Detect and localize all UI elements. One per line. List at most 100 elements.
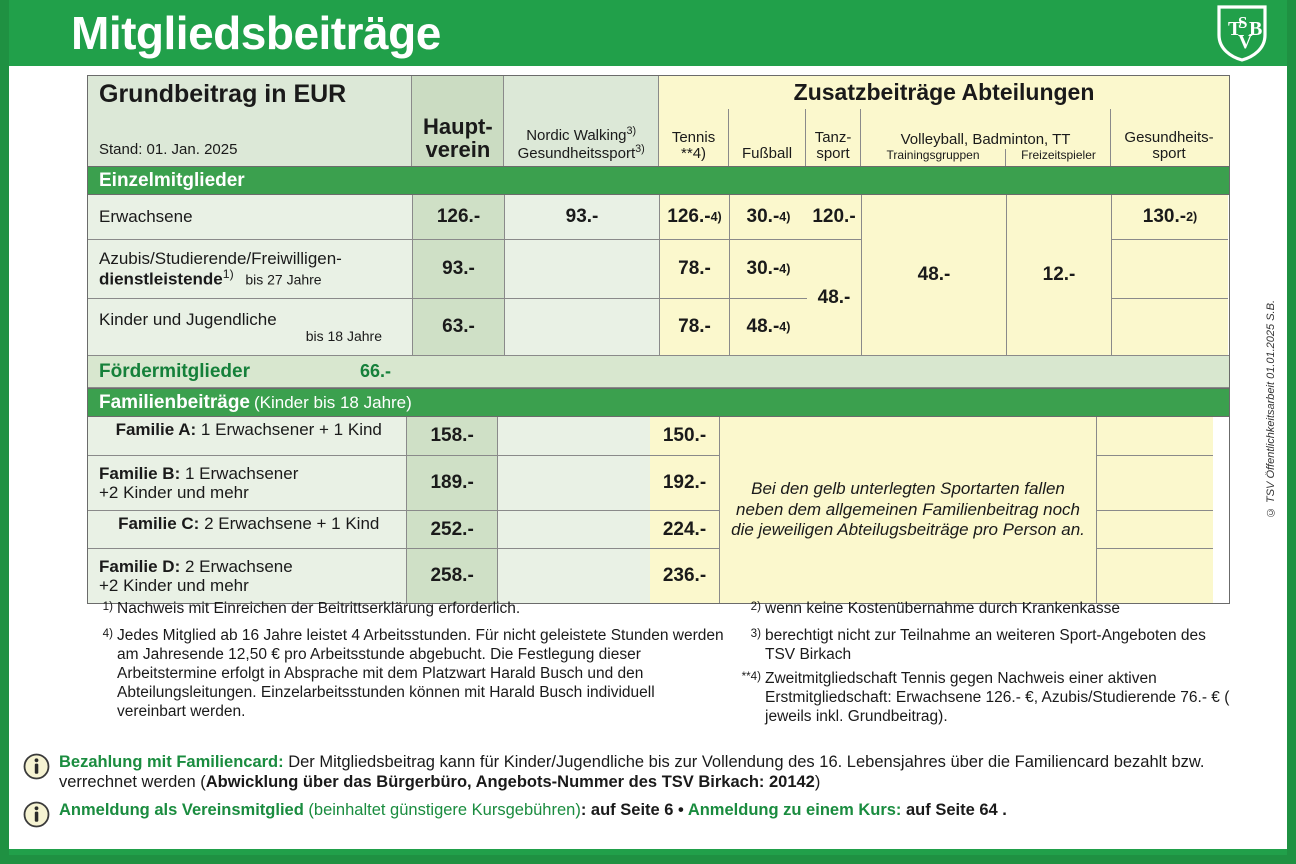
cell-familie-d-hauptverein: 258.- xyxy=(407,549,498,603)
cell-familie-c-tennis: 224.- xyxy=(650,510,719,548)
cell-familie-b-hauptverein: 189.- xyxy=(407,456,498,510)
cell-erwachsene-tennis: 126.- 4) xyxy=(660,195,730,239)
cell-kinder-nordic xyxy=(505,299,660,355)
footnote-1-text: Nachweis mit Einreichen der Beitrittserk… xyxy=(117,600,521,617)
column-header-tennis-line2: **4) xyxy=(681,144,707,162)
footnote-1-mark: 1) xyxy=(102,600,113,613)
column-freizeitspieler-cells: 12.- xyxy=(1007,195,1112,355)
column-header-hauptverein-line2: verein xyxy=(425,137,491,163)
cell-familie-c-nordic xyxy=(497,511,650,548)
column-header-nordic-walking: Nordic Walking3) Gesundheitssport3) xyxy=(504,76,660,166)
row-label-familie-d: Familie D: 2 Erwachsene +2 Kinder und me… xyxy=(88,549,408,603)
column-header-tennis: Tennis **4) xyxy=(659,109,730,166)
foerder-label: Fördermitglieder xyxy=(99,360,250,382)
column-header-fussball: Fußball xyxy=(729,109,807,166)
cell-kinder-tennis: 78.- xyxy=(660,299,730,355)
cell-familie-d-gesundheitssport xyxy=(1097,548,1213,603)
column-header-freizeitspieler: Freizeitspieler xyxy=(1021,148,1096,163)
column-header-nordic-line2: Gesundheitssport3) xyxy=(517,142,645,162)
column-familie-gesundheitssport-cells xyxy=(1097,417,1213,603)
familie-band-label: Familienbeiträge xyxy=(99,391,250,413)
cell-familie-a-gesundheitssport xyxy=(1097,417,1213,455)
cell-familie-a-nordic xyxy=(497,417,650,455)
column-header-hauptverein: Haupt- verein xyxy=(412,76,505,166)
info-text-anmeldung: Anmeldung als Vereinsmitglied (beinhalte… xyxy=(59,801,1007,820)
info-row-anmeldung: Anmeldung als Vereinsmitglied (beinhalte… xyxy=(23,796,1278,828)
cell-azubis-gesundheitssport xyxy=(1112,239,1228,298)
column-header-volleyball-title: Volleyball, Badminton, TT xyxy=(900,130,1071,148)
page-title: Mitgliedsbeiträge xyxy=(71,7,441,59)
info-block: Bezahlung mit Familiencard: Der Mitglied… xyxy=(23,752,1278,832)
column-header-tanz-line2: sport xyxy=(816,144,850,162)
column-familie-tennis-cells: 150.- 192.- 224.- 236.- xyxy=(650,417,720,603)
section-band-foerdermitglieder: Fördermitglieder 66.- xyxy=(88,355,1229,388)
zusatz-group-title: Zusatzbeiträge Abteilungen xyxy=(793,79,1095,105)
column-header-tanzsport: Tanz- sport xyxy=(806,109,862,166)
cell-erwachsene-nordic: 93.- xyxy=(505,195,660,239)
cell-familie-c-gesundheitssport xyxy=(1097,510,1213,548)
cell-familie-b-nordic xyxy=(497,456,650,510)
cell-familie-d-tennis: 236.- xyxy=(650,548,719,603)
footnotes-block: 1) Nachweis mit Einreichen der Beitritts… xyxy=(87,600,1232,732)
table-row: Familie B: 1 Erwachsener +2 Kinder und m… xyxy=(88,455,650,510)
info-row-familiencard: Bezahlung mit Familiencard: Der Mitglied… xyxy=(23,752,1278,792)
column-trainingsgruppen-cells: 48.- xyxy=(862,195,1007,355)
footnote-star4: **4) Zweitmitgliedschaft Tennis gegen Na… xyxy=(709,670,1232,727)
table-title-block: Grundbeitrag in EUR Stand: 01. Jan. 2025 xyxy=(88,76,413,166)
footnote-star4-mark: **4) xyxy=(741,669,761,683)
column-gesundheitssport-cells: 130.- 2) xyxy=(1112,195,1228,355)
footnotes-right-column: 2) wenn keine Kostenübernahme durch Kran… xyxy=(727,600,1232,732)
info-text-familiencard: Bezahlung mit Familiencard: Der Mitglied… xyxy=(59,753,1205,792)
cell-azubis-fussball: 30.- 4) xyxy=(730,240,807,298)
column-header-trainingsgruppen: Trainingsgruppen xyxy=(861,149,1007,166)
footnote-2-mark: 2) xyxy=(750,600,761,613)
table-row: Familie D: 2 Erwachsene +2 Kinder und me… xyxy=(88,548,650,603)
row-label-kinder: Kinder und Jugendliche bis 18 Jahre xyxy=(88,299,413,355)
footnote-3-text: berechtigt nicht zur Teilnahme an weiter… xyxy=(765,627,1206,663)
column-header-tanz-line1: Tanz- xyxy=(814,128,852,146)
column-header-tennis-line1: Tennis xyxy=(671,128,716,146)
cell-familie-a-hauptverein: 158.- xyxy=(407,417,498,455)
title-bar: Mitgliedsbeiträge T S V B xyxy=(9,0,1287,66)
column-header-gesund-line1: Gesundheits- xyxy=(1124,128,1214,146)
column-header-hauptverein-line1: Haupt- xyxy=(423,113,493,139)
footnotes-left-column: 1) Nachweis mit Einreichen der Beitritts… xyxy=(87,600,727,732)
column-header-nordic-line1: Nordic Walking3) xyxy=(526,124,637,144)
cell-erwachsene-hauptverein: 126.- xyxy=(413,195,505,239)
familie-note-merged-cell: Bei den gelb unterlegten Sportarten fall… xyxy=(720,417,1097,603)
section-band-einzelmitglieder-label: Einzelmitglieder xyxy=(99,169,245,191)
row-label-familie-b: Familie B: 1 Erwachsener +2 Kinder und m… xyxy=(88,456,408,510)
familie-band-sublabel: (Kinder bis 18 Jahre) xyxy=(254,392,412,412)
footnote-3-mark: 3) xyxy=(750,627,761,641)
svg-text:V: V xyxy=(1238,31,1253,53)
info-icon xyxy=(23,801,50,828)
column-header-gesund-line2: sport xyxy=(1152,144,1186,162)
svg-text:B: B xyxy=(1249,18,1262,40)
familienbeitraege-rows-block: Familie A: 1 Erwachsener + 1 Kind 158.- … xyxy=(88,417,1229,603)
row-label-erwachsene: Erwachsene xyxy=(88,195,413,239)
section-band-einzelmitglieder: Einzelmitglieder xyxy=(88,166,1229,195)
cell-freizeitspieler-merged: 12.- xyxy=(1007,195,1111,355)
column-group-zusatzbeitraege: Zusatzbeiträge Abteilungen Tennis **4) F… xyxy=(659,76,1230,166)
table-row: Kinder und Jugendliche bis 18 Jahre 63.-… xyxy=(88,298,807,355)
svg-text:S: S xyxy=(1238,13,1247,32)
tsv-birkach-shield-logo: T S V B xyxy=(1217,5,1267,62)
footnote-2: 2) wenn keine Kostenübernahme durch Kran… xyxy=(735,600,1232,622)
column-header-volleyball-subrow: Trainingsgruppen Freizeitspieler xyxy=(861,149,1110,166)
foerder-value: 66.- xyxy=(359,361,392,381)
cell-erwachsene-fussball: 30.- 4) xyxy=(730,195,807,239)
cell-familie-c-hauptverein: 252.- xyxy=(407,511,498,548)
cell-trainingsgruppen-merged: 48.- xyxy=(862,195,1006,355)
bottom-accent-bar xyxy=(9,849,1287,855)
zusatz-subcolumns: Tennis **4) Fußball Tanz- sport Volleyba… xyxy=(659,109,1229,166)
svg-text:T: T xyxy=(1228,18,1242,40)
table-row: Familie C: 2 Erwachsene + 1 Kind 252.- xyxy=(88,510,650,548)
cell-familie-b-gesundheitssport xyxy=(1097,455,1213,510)
cell-familie-d-nordic xyxy=(497,549,650,603)
cell-kinder-fussball: 48.- 4) xyxy=(730,299,807,355)
cell-kinder-hauptverein: 63.- xyxy=(413,299,505,355)
table-row: Familie A: 1 Erwachsener + 1 Kind 158.- xyxy=(88,417,650,455)
table-header-row: Grundbeitrag in EUR Stand: 01. Jan. 2025… xyxy=(88,76,1230,166)
cell-familie-b-tennis: 192.- xyxy=(650,455,719,510)
